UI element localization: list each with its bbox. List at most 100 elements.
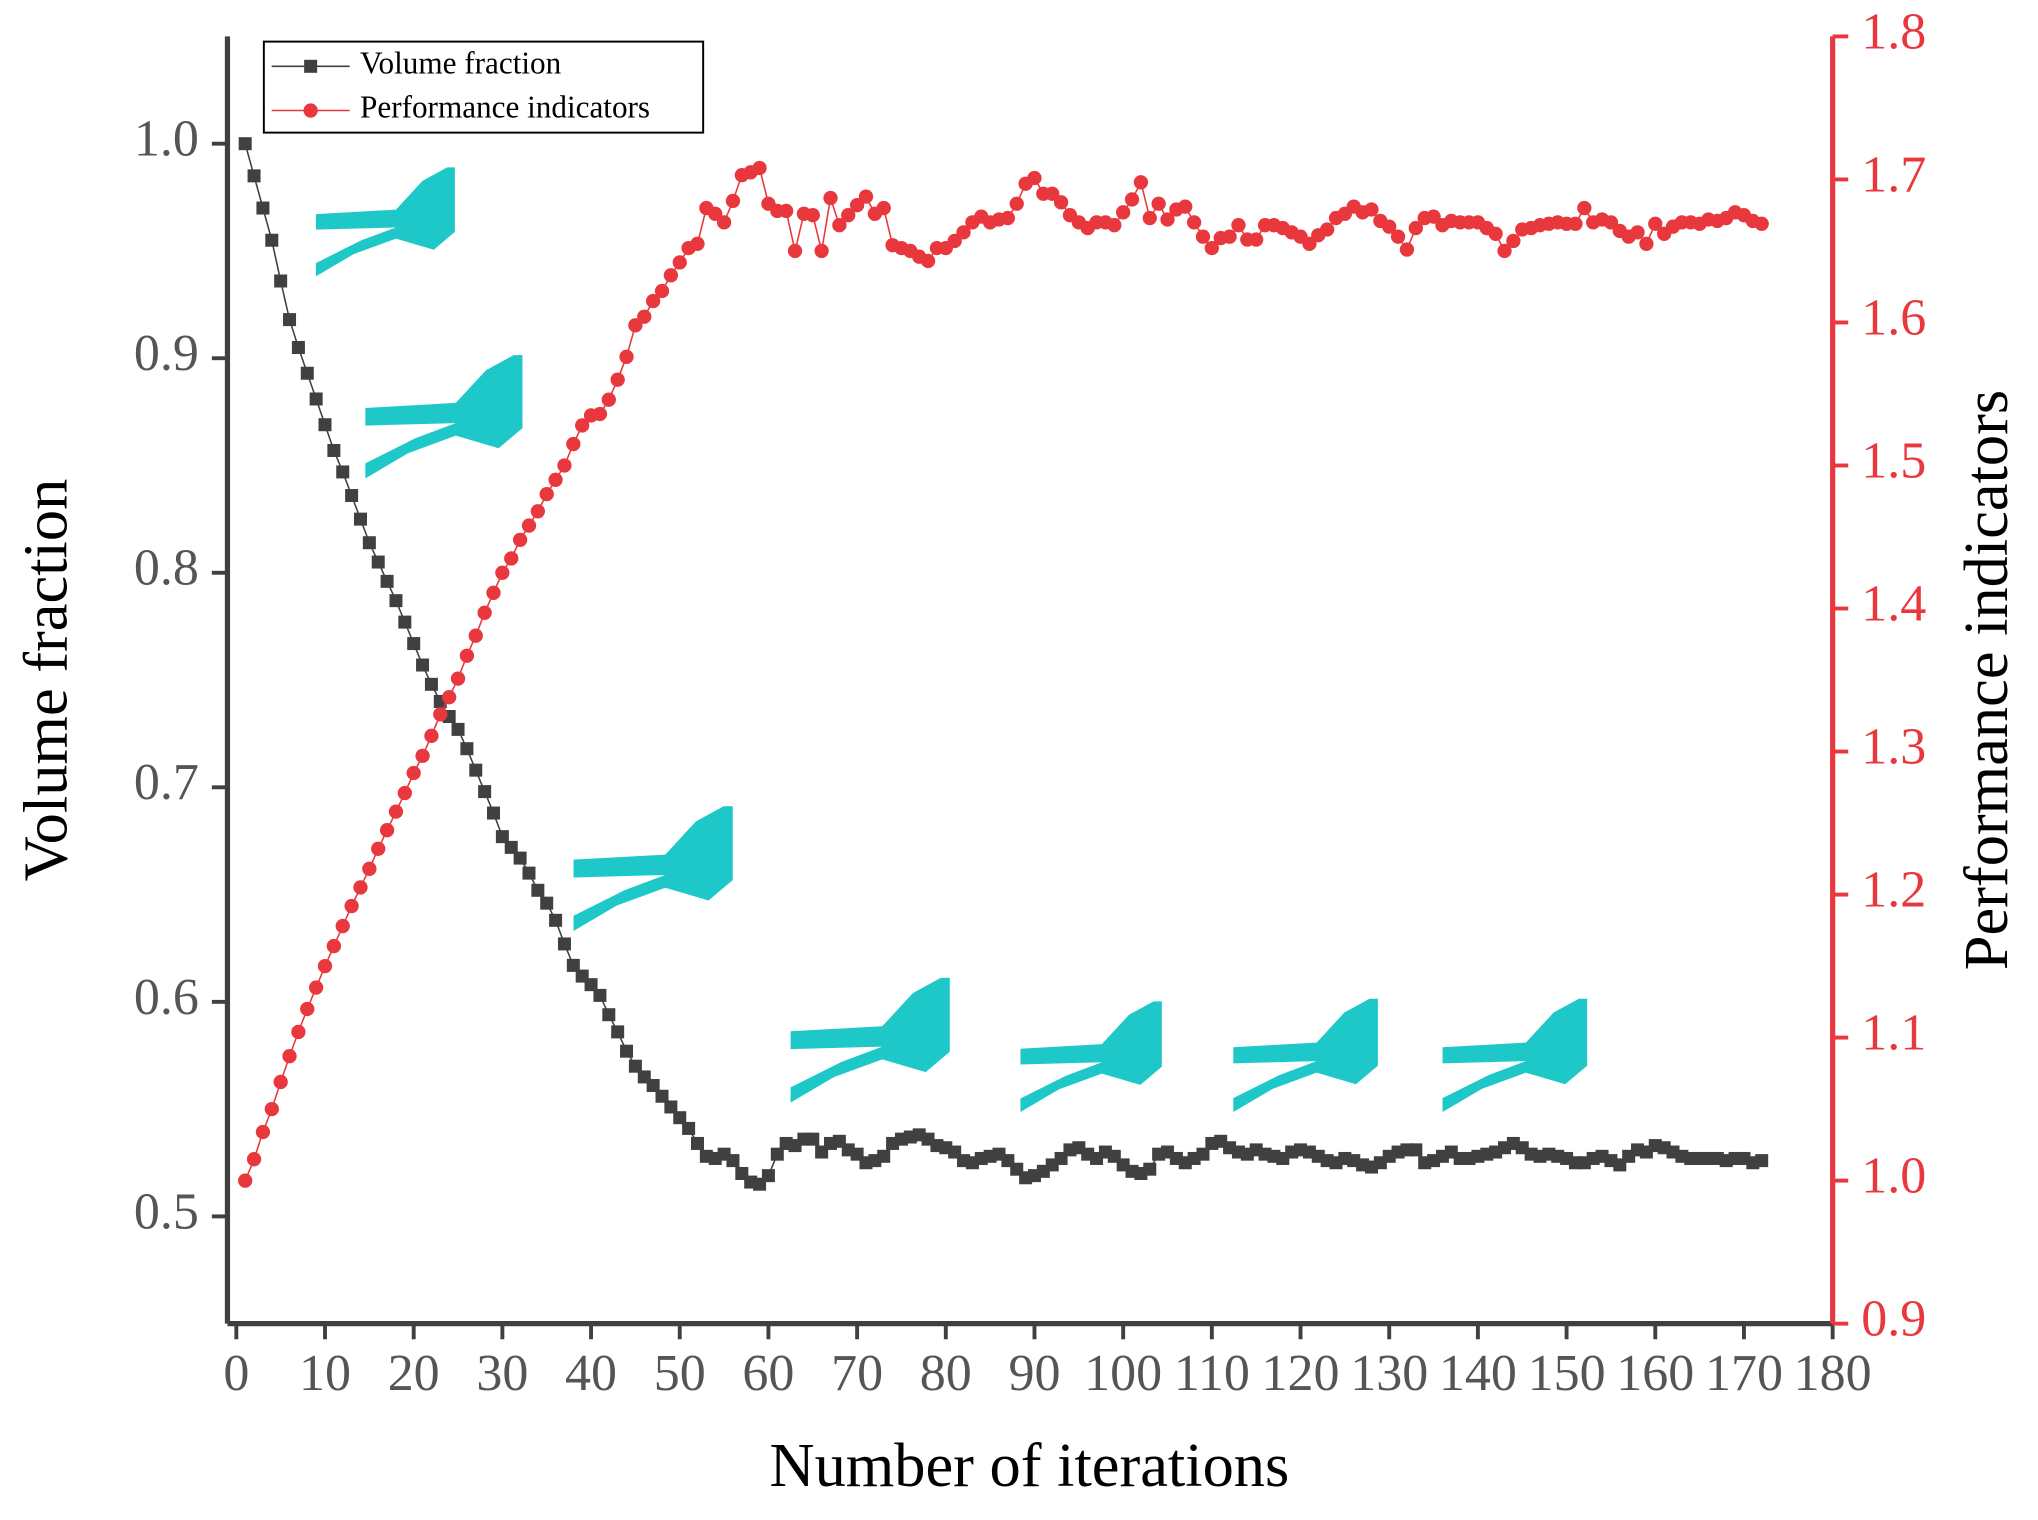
data-point xyxy=(1506,233,1521,249)
structure-inset xyxy=(790,977,950,1103)
data-point xyxy=(787,243,803,259)
data-point xyxy=(602,1008,616,1022)
data-point xyxy=(1488,226,1503,241)
data-point xyxy=(1196,1147,1210,1161)
data-point xyxy=(1027,170,1042,186)
data-point xyxy=(1195,229,1211,244)
legend-label: Volume fraction xyxy=(360,45,562,80)
data-point xyxy=(274,274,288,288)
y2-axis-title: Performance indicators xyxy=(1952,390,2021,970)
data-point xyxy=(1577,200,1592,216)
structure-inset xyxy=(1233,998,1378,1113)
x-tick-label: 20 xyxy=(388,1345,440,1402)
data-point xyxy=(1409,1143,1423,1157)
x-tick-label: 0 xyxy=(223,1345,249,1402)
data-point xyxy=(416,658,430,672)
data-point xyxy=(380,574,394,588)
data-point xyxy=(655,1089,669,1103)
data-point xyxy=(610,372,625,387)
x-tick-label: 170 xyxy=(1705,1345,1783,1402)
data-point xyxy=(947,233,962,249)
data-point xyxy=(353,512,367,526)
data-point xyxy=(672,255,687,270)
data-point xyxy=(1399,242,1415,257)
data-point xyxy=(1116,205,1131,220)
data-point xyxy=(876,200,891,216)
data-point xyxy=(318,418,332,432)
x-tick-label: 60 xyxy=(742,1345,794,1402)
data-point xyxy=(512,532,528,548)
data-point xyxy=(273,1074,288,1090)
structure-inset xyxy=(315,167,455,277)
x-tick-label: 30 xyxy=(476,1345,528,1402)
data-point xyxy=(1107,218,1122,233)
data-point xyxy=(389,594,403,608)
data-point xyxy=(238,1173,253,1188)
data-point xyxy=(353,880,368,895)
y2-tick-label: 1.7 xyxy=(1861,146,1926,203)
y-axis-title: Volume fraction xyxy=(11,479,80,882)
data-point xyxy=(362,861,377,876)
data-point xyxy=(246,1152,262,1167)
data-point xyxy=(344,898,359,914)
data-point xyxy=(779,203,794,219)
data-point xyxy=(725,193,741,209)
data-point xyxy=(557,458,572,473)
y-tick-label: 0.9 xyxy=(134,325,199,382)
data-point xyxy=(1603,215,1619,230)
data-point xyxy=(407,637,421,651)
data-point xyxy=(513,851,527,865)
data-point xyxy=(920,253,936,269)
structure-inset xyxy=(1442,998,1588,1113)
data-point xyxy=(1124,192,1140,207)
data-point xyxy=(450,671,466,686)
data-point xyxy=(956,225,971,240)
y2-tick-label: 1.6 xyxy=(1861,289,1926,346)
x-tick-label: 160 xyxy=(1616,1345,1694,1402)
data-point xyxy=(673,1111,687,1125)
data-point xyxy=(690,236,705,251)
y2-tick-label: 1.4 xyxy=(1861,575,1926,632)
data-point xyxy=(1390,229,1406,244)
data-point xyxy=(549,913,563,927)
data-point xyxy=(309,392,323,406)
y-tick-label: 0.7 xyxy=(134,754,199,811)
data-point xyxy=(397,785,412,801)
data-point xyxy=(628,318,643,333)
data-point xyxy=(362,536,376,550)
data-point xyxy=(478,785,492,799)
data-point xyxy=(1302,236,1317,251)
data-point xyxy=(379,823,395,838)
data-point xyxy=(566,958,580,972)
data-point xyxy=(628,1059,642,1073)
y-tick-label: 1.0 xyxy=(134,111,199,168)
data-point xyxy=(690,1136,704,1150)
data-point xyxy=(424,728,439,743)
data-point xyxy=(620,1044,634,1058)
data-point xyxy=(548,472,563,487)
data-point xyxy=(1160,212,1175,227)
data-point xyxy=(645,293,661,309)
data-point xyxy=(238,137,252,151)
data-point xyxy=(663,268,679,283)
data-point xyxy=(1133,175,1149,190)
data-point xyxy=(1754,216,1769,231)
data-point xyxy=(1009,196,1024,211)
data-point xyxy=(1186,215,1202,230)
x-tick-label: 110 xyxy=(1174,1345,1250,1402)
data-point xyxy=(326,938,342,954)
data-point xyxy=(1045,186,1060,201)
data-point xyxy=(522,866,536,880)
data-point xyxy=(317,958,333,974)
data-point xyxy=(770,1147,784,1161)
data-point xyxy=(1648,216,1663,231)
data-point xyxy=(1426,209,1441,224)
data-point xyxy=(592,406,608,422)
data-point xyxy=(584,978,598,992)
data-point xyxy=(460,742,474,756)
data-point xyxy=(682,1121,696,1135)
y2-tick-label: 1.8 xyxy=(1861,3,1926,60)
data-point xyxy=(1151,196,1166,211)
data-point xyxy=(468,628,483,643)
x-tick-label: 100 xyxy=(1084,1345,1162,1402)
